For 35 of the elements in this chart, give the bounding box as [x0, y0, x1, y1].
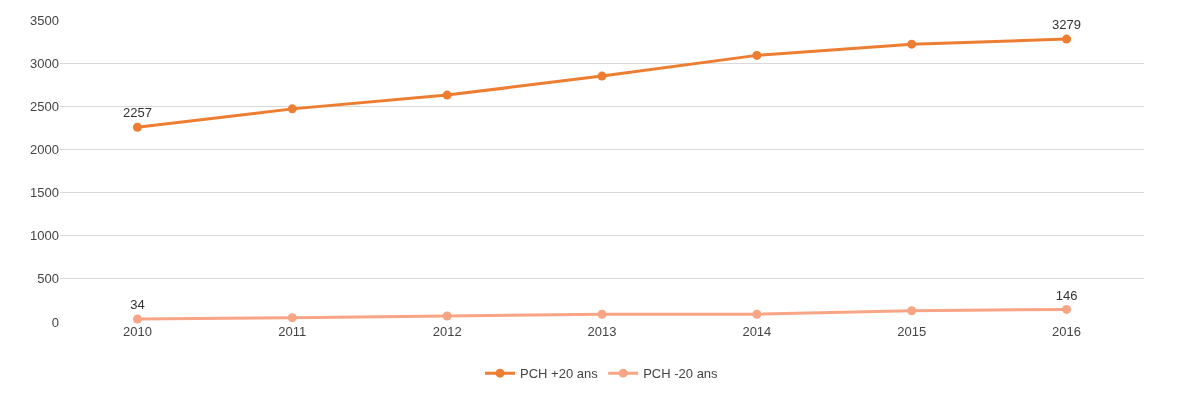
- point: [442, 311, 452, 321]
- y-tick-label: 2500: [30, 98, 59, 114]
- point: [287, 104, 297, 114]
- point: [907, 306, 917, 316]
- point: [597, 71, 607, 81]
- y-tick-label: 3000: [30, 55, 59, 71]
- x-tick-label: 2013: [587, 324, 617, 339]
- point: [752, 50, 762, 60]
- y-tick-label: 3500: [30, 12, 59, 28]
- data-label: 34: [130, 297, 145, 313]
- x-tick-label: 2016: [1052, 324, 1082, 339]
- point: [132, 314, 142, 324]
- data-label: 146: [1055, 287, 1078, 303]
- y-tick-label: 1000: [30, 228, 59, 244]
- x-tick-label: 2012: [432, 324, 462, 339]
- point: [442, 90, 452, 100]
- x-tick-label: 2011: [278, 324, 307, 339]
- point: [1062, 304, 1072, 314]
- point: [597, 309, 607, 319]
- x-tick-label: 2014: [742, 324, 772, 339]
- y-tick-label: 2000: [30, 141, 59, 157]
- y-tick-label: 1500: [30, 185, 59, 201]
- point: [752, 309, 762, 319]
- data-label: 3279: [1052, 17, 1082, 33]
- legend-label: PCH -20 ans: [643, 366, 719, 382]
- y-tick-label: 500: [37, 271, 59, 287]
- data-label: 2257: [122, 105, 152, 121]
- point: [287, 313, 297, 323]
- x-tick-label: 2015: [897, 324, 927, 339]
- point: [907, 39, 917, 49]
- point: [1062, 34, 1072, 44]
- x-tick-label: 2010: [122, 324, 152, 339]
- point: [132, 122, 142, 132]
- y-tick-label: 0: [51, 314, 59, 330]
- legend-label: PCH +20 ans: [520, 366, 599, 382]
